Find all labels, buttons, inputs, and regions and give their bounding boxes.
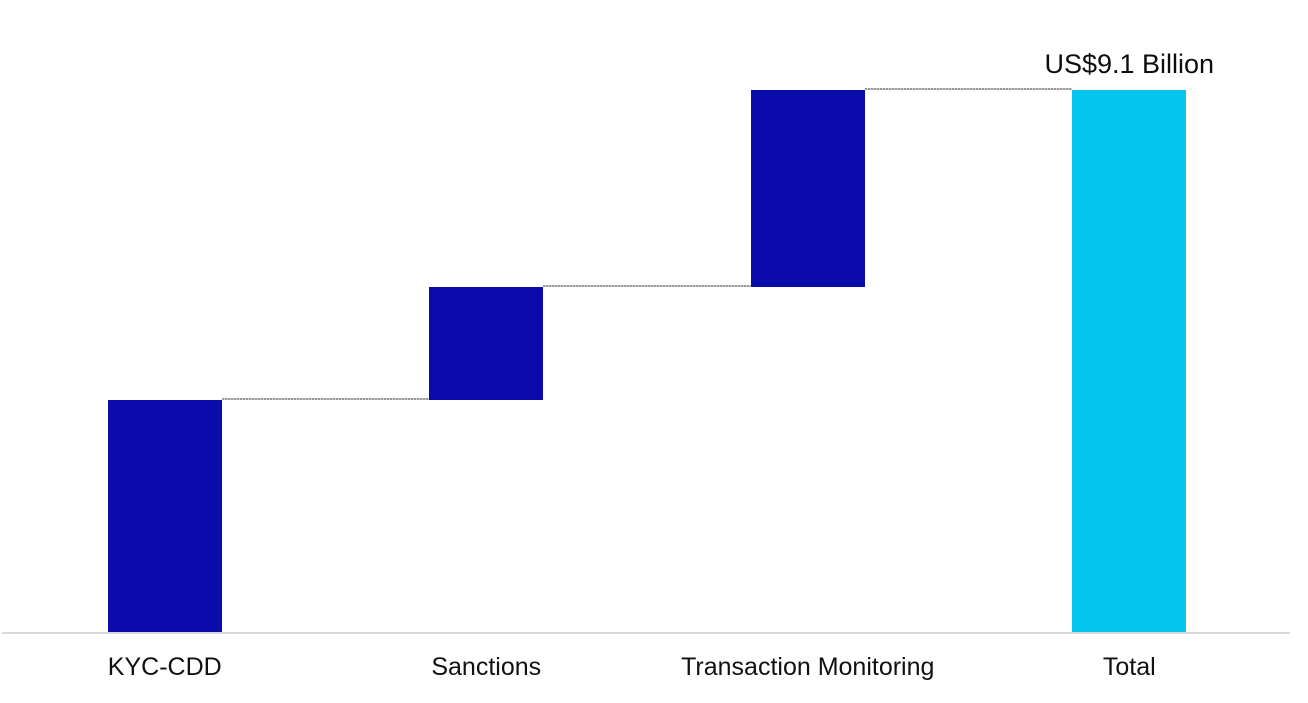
category-label-total: Total [1102, 653, 1156, 681]
category-label-transaction-monitoring: Transaction Monitoring [681, 653, 935, 681]
connector-line [221, 397, 430, 400]
bar-total [1072, 90, 1187, 632]
bar-transaction-monitoring [750, 90, 865, 287]
category-label-kyc-cdd: KYC-CDD [107, 653, 222, 681]
x-axis-line [2, 632, 1290, 634]
connector-line [864, 88, 1073, 90]
connector-line [543, 284, 751, 287]
bar-kyc-cdd [107, 399, 222, 632]
bar-sanctions [429, 286, 544, 400]
total-value-label: US$9.1 Billion [1044, 49, 1215, 79]
category-label-sanctions: Sanctions [431, 653, 542, 681]
